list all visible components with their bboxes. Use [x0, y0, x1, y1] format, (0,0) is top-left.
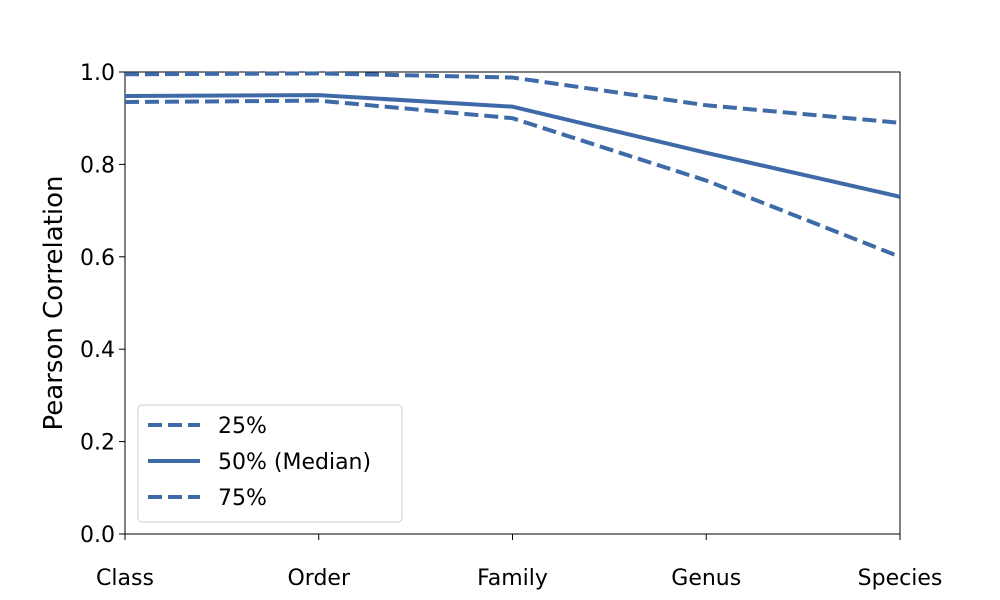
y-tick-label: 0.2 [80, 431, 115, 456]
series-line-2 [124, 71, 901, 125]
legend-box [137, 404, 403, 523]
y-axis-title: Pearson Correlation [39, 176, 69, 431]
x-tick-label: Order [287, 566, 350, 591]
legend-label: 50% (Median) [218, 450, 371, 475]
y-tick-label: 1.0 [80, 61, 115, 86]
x-tick-label: Genus [671, 566, 741, 591]
y-tick-label: 0.0 [80, 523, 115, 548]
legend: 25% 50% (Median) 75% [137, 404, 403, 523]
x-tick-label: Class [96, 566, 154, 591]
legend-label: 75% [218, 486, 267, 511]
y-tick-label: 0.4 [80, 338, 115, 363]
x-tick-label: Species [858, 566, 943, 591]
series-line-0 [124, 98, 901, 259]
legend-label: 25% [218, 414, 267, 439]
x-tick-label: Family [477, 566, 548, 591]
y-tick-label: 0.8 [80, 153, 115, 178]
y-tick-label: 0.6 [80, 246, 115, 271]
